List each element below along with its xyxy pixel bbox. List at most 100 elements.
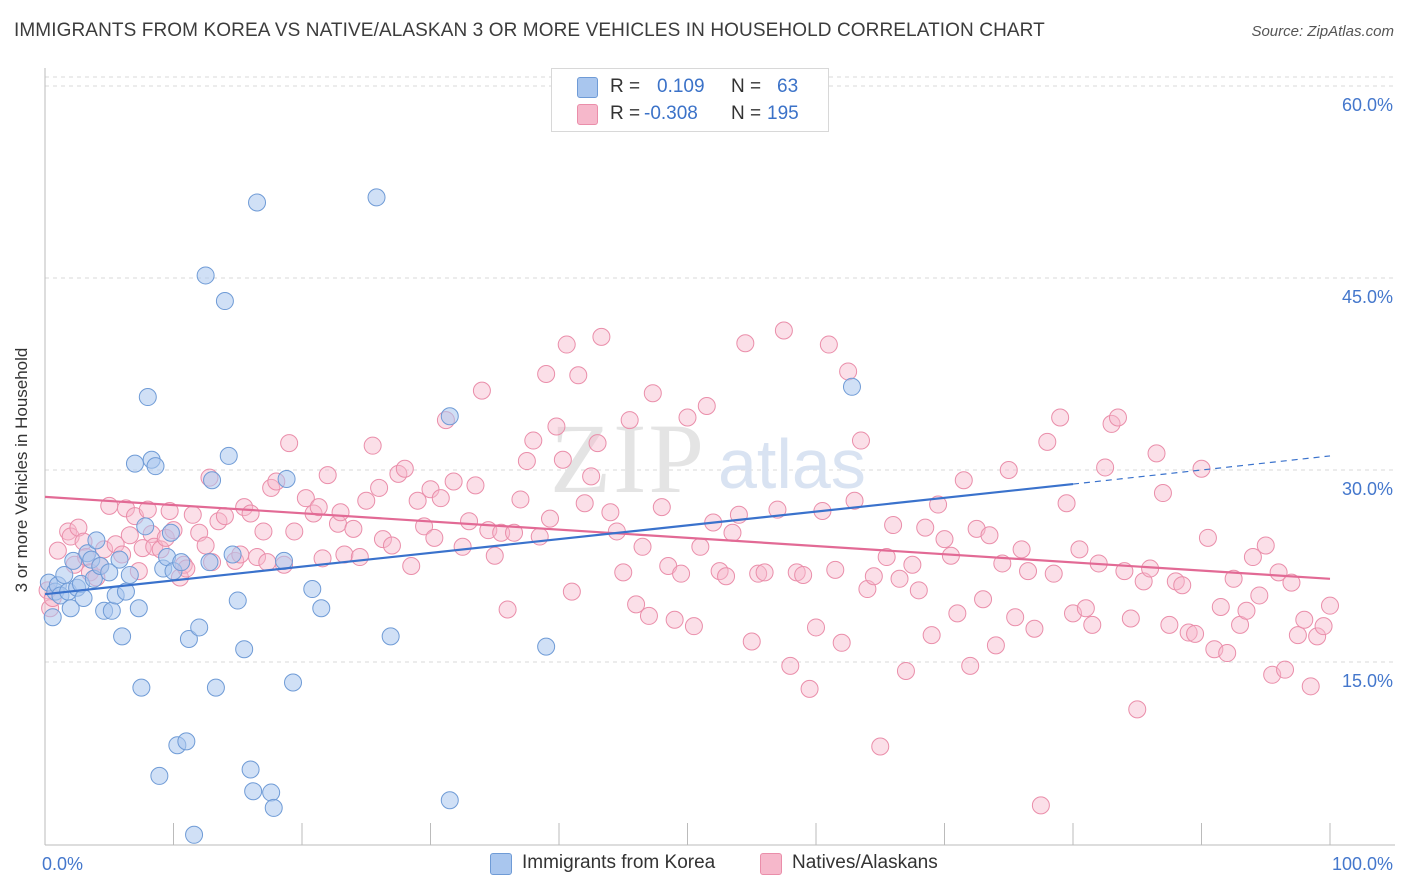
korea-point <box>129 599 148 618</box>
natives-point <box>562 582 581 601</box>
natives-point <box>672 564 691 583</box>
natives-point <box>697 397 716 415</box>
natives-point <box>569 366 588 385</box>
r-value-korea: 0.109 <box>657 76 705 97</box>
natives-point <box>431 489 450 508</box>
natives-point <box>1070 540 1089 559</box>
natives-point <box>954 471 973 490</box>
natives-point <box>280 434 299 453</box>
natives-point <box>248 548 267 567</box>
natives-point <box>851 431 870 450</box>
axes <box>44 68 1395 846</box>
natives-point <box>395 459 414 478</box>
korea-point <box>440 791 459 810</box>
natives-point <box>974 590 993 609</box>
natives-point <box>485 546 504 565</box>
korea-trend-line <box>44 482 1074 596</box>
korea-swatch <box>577 77 598 98</box>
natives-point <box>807 618 825 637</box>
natives-point <box>1076 599 1095 618</box>
natives-point <box>948 604 967 623</box>
natives-point <box>935 530 954 549</box>
stats-row-natives: R = -0.308 N = 195 <box>552 101 828 127</box>
korea-point <box>248 193 267 212</box>
natives-point <box>1301 677 1320 696</box>
korea-point <box>303 580 322 599</box>
korea-point <box>116 582 135 601</box>
natives-point <box>425 528 444 547</box>
natives-point <box>652 498 671 517</box>
natives-point <box>916 518 935 537</box>
r-value-natives: -0.308 <box>644 103 698 124</box>
natives-point <box>678 408 697 427</box>
natives-point <box>794 565 813 584</box>
korea-point <box>64 551 83 570</box>
r-label: R = <box>610 103 641 124</box>
natives-point <box>1224 569 1243 588</box>
y-tick-label: 45.0% <box>1342 287 1393 307</box>
korea-point <box>102 601 121 620</box>
watermark-atlas: atlas <box>718 425 866 503</box>
natives-point <box>1218 644 1237 663</box>
korea-point <box>120 565 139 584</box>
korea-point <box>312 599 331 618</box>
legend-item-korea[interactable]: Immigrants from Korea <box>490 850 740 878</box>
natives-point <box>344 519 363 538</box>
natives-point <box>774 321 793 340</box>
korea-point <box>74 589 93 607</box>
y-tick-label: 30.0% <box>1342 479 1393 499</box>
natives-point <box>1308 627 1327 646</box>
natives-point <box>444 472 463 491</box>
natives-point <box>421 480 440 499</box>
natives-point <box>1102 414 1121 433</box>
natives-point <box>903 555 922 574</box>
legend-item-natives[interactable]: Natives/Alaskans <box>760 850 970 878</box>
natives-point <box>864 567 883 586</box>
natives-point <box>749 564 768 583</box>
natives-point <box>575 494 594 513</box>
natives-point <box>1038 432 1057 451</box>
natives-point <box>1237 601 1256 620</box>
korea-point <box>537 637 556 656</box>
x-tick-label-min: 0.0% <box>42 854 83 874</box>
natives-trend-line <box>44 495 1331 580</box>
natives-point <box>601 503 620 522</box>
r-label: R = <box>610 76 641 97</box>
natives-point <box>691 537 710 556</box>
natives-point <box>1192 459 1211 478</box>
natives-point <box>1051 408 1070 427</box>
natives-point <box>1314 617 1333 636</box>
natives-point <box>922 626 941 645</box>
natives-point <box>890 569 909 588</box>
natives-point <box>472 381 491 400</box>
natives-point <box>1198 528 1217 547</box>
natives-point <box>363 436 382 455</box>
stats-row-korea: R = 0.109 N = 63 <box>552 74 828 100</box>
natives-point <box>768 500 787 519</box>
korea-point <box>125 454 144 473</box>
korea-point <box>244 782 263 801</box>
natives-point <box>553 450 572 469</box>
natives-point <box>1096 458 1115 477</box>
natives-point <box>547 417 566 436</box>
korea-point <box>228 591 247 610</box>
natives-point <box>819 335 838 354</box>
natives-point <box>980 526 999 545</box>
natives-point <box>1025 619 1044 638</box>
natives-point <box>877 548 896 567</box>
korea-point <box>440 407 459 426</box>
natives-point <box>1288 626 1307 645</box>
trend-lines <box>44 455 1331 596</box>
natives-point <box>1121 609 1140 628</box>
natives-point <box>871 737 890 756</box>
korea-point <box>262 783 281 802</box>
natives-point <box>350 548 369 567</box>
natives-point <box>1147 444 1166 463</box>
natives-point <box>1250 586 1269 605</box>
natives-point <box>999 461 1018 479</box>
natives-point <box>318 466 337 485</box>
natives-point <box>1256 536 1275 555</box>
x-tick-label-max: 100.0% <box>1332 854 1393 874</box>
natives-point <box>241 504 260 523</box>
